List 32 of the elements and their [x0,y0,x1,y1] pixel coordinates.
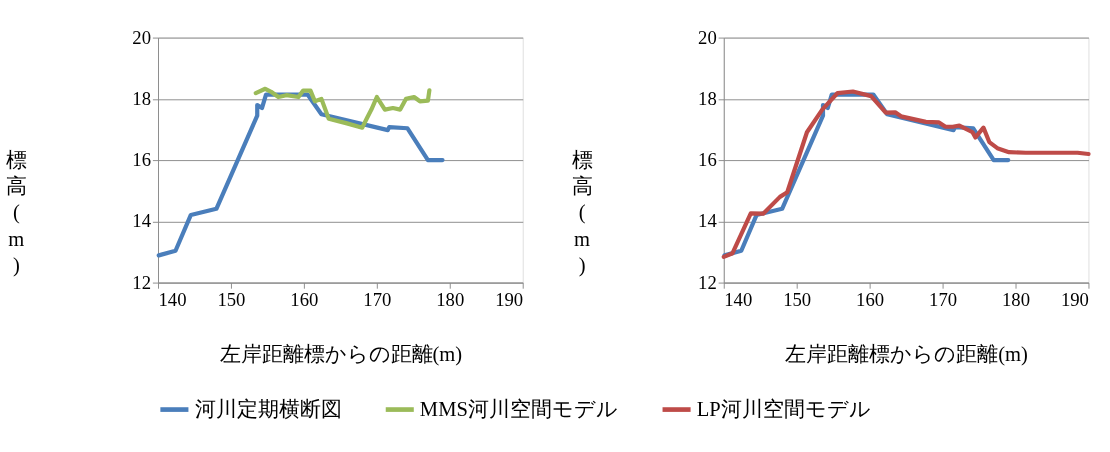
y-tick-label: 20 [698,26,717,48]
y-axis-title: 標高(m) [5,149,27,277]
line-series [253,86,432,130]
x-tick-label: 190 [1060,288,1089,310]
x-tick-label: 160 [856,288,885,310]
y-tick-label: 14 [132,210,152,232]
y-tick-label: 20 [132,26,152,48]
x-tick-label: 150 [217,288,246,310]
x-tick-label: 180 [436,288,465,310]
y-tick-label: 12 [132,271,152,293]
line-series [156,92,445,258]
x-tick-label: 140 [158,288,187,310]
x-tick-label: 190 [495,288,524,310]
x-tick-label: 140 [724,288,753,310]
y-tick-label: 14 [698,210,718,232]
legend-label: LP河川空間モデル [696,398,871,421]
x-tick-label: 160 [290,288,319,310]
y-tick-label: 12 [698,271,717,293]
x-tick-label: 170 [363,288,392,310]
y-axis-title: 標高(m) [571,149,593,277]
y-tick-label: 16 [132,149,152,171]
legend-label: 河川定期横断図 [194,398,342,421]
x-tick-label: 180 [1002,288,1031,310]
legend-label: MMS河川空間モデル [419,398,618,421]
y-tick-label: 18 [132,87,152,109]
x-axis-title: 左岸距離標からの距離(m) [785,342,1028,366]
x-tick-label: 170 [929,288,958,310]
line-series [721,89,1091,260]
y-tick-label: 16 [698,149,717,171]
y-tick-label: 18 [698,87,717,109]
x-axis-title: 左岸距離標からの距離(m) [219,342,463,366]
x-tick-label: 150 [783,288,812,310]
